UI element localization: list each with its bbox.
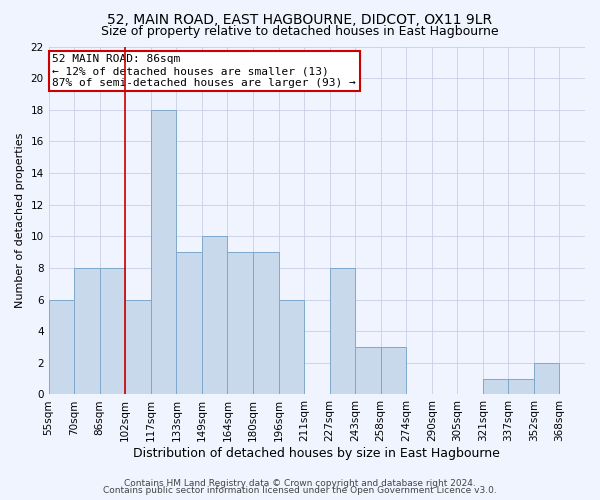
- Bar: [355, 347, 380, 395]
- Text: Contains public sector information licensed under the Open Government Licence v3: Contains public sector information licen…: [103, 486, 497, 495]
- Bar: [534, 363, 559, 394]
- Bar: [227, 252, 253, 394]
- Text: 52 MAIN ROAD: 86sqm
← 12% of detached houses are smaller (13)
87% of semi-detach: 52 MAIN ROAD: 86sqm ← 12% of detached ho…: [52, 54, 356, 88]
- Text: Size of property relative to detached houses in East Hagbourne: Size of property relative to detached ho…: [101, 25, 499, 38]
- Text: 52, MAIN ROAD, EAST HAGBOURNE, DIDCOT, OX11 9LR: 52, MAIN ROAD, EAST HAGBOURNE, DIDCOT, O…: [107, 12, 493, 26]
- Y-axis label: Number of detached properties: Number of detached properties: [15, 133, 25, 308]
- Bar: [508, 378, 534, 394]
- Bar: [125, 300, 151, 394]
- Text: Contains HM Land Registry data © Crown copyright and database right 2024.: Contains HM Land Registry data © Crown c…: [124, 478, 476, 488]
- Bar: [483, 378, 508, 394]
- Bar: [380, 347, 406, 395]
- Bar: [74, 268, 100, 394]
- Bar: [49, 300, 74, 394]
- Bar: [329, 268, 355, 394]
- X-axis label: Distribution of detached houses by size in East Hagbourne: Distribution of detached houses by size …: [133, 447, 500, 460]
- Bar: [100, 268, 125, 394]
- Bar: [151, 110, 176, 395]
- Bar: [176, 252, 202, 394]
- Bar: [253, 252, 278, 394]
- Bar: [278, 300, 304, 394]
- Bar: [202, 236, 227, 394]
